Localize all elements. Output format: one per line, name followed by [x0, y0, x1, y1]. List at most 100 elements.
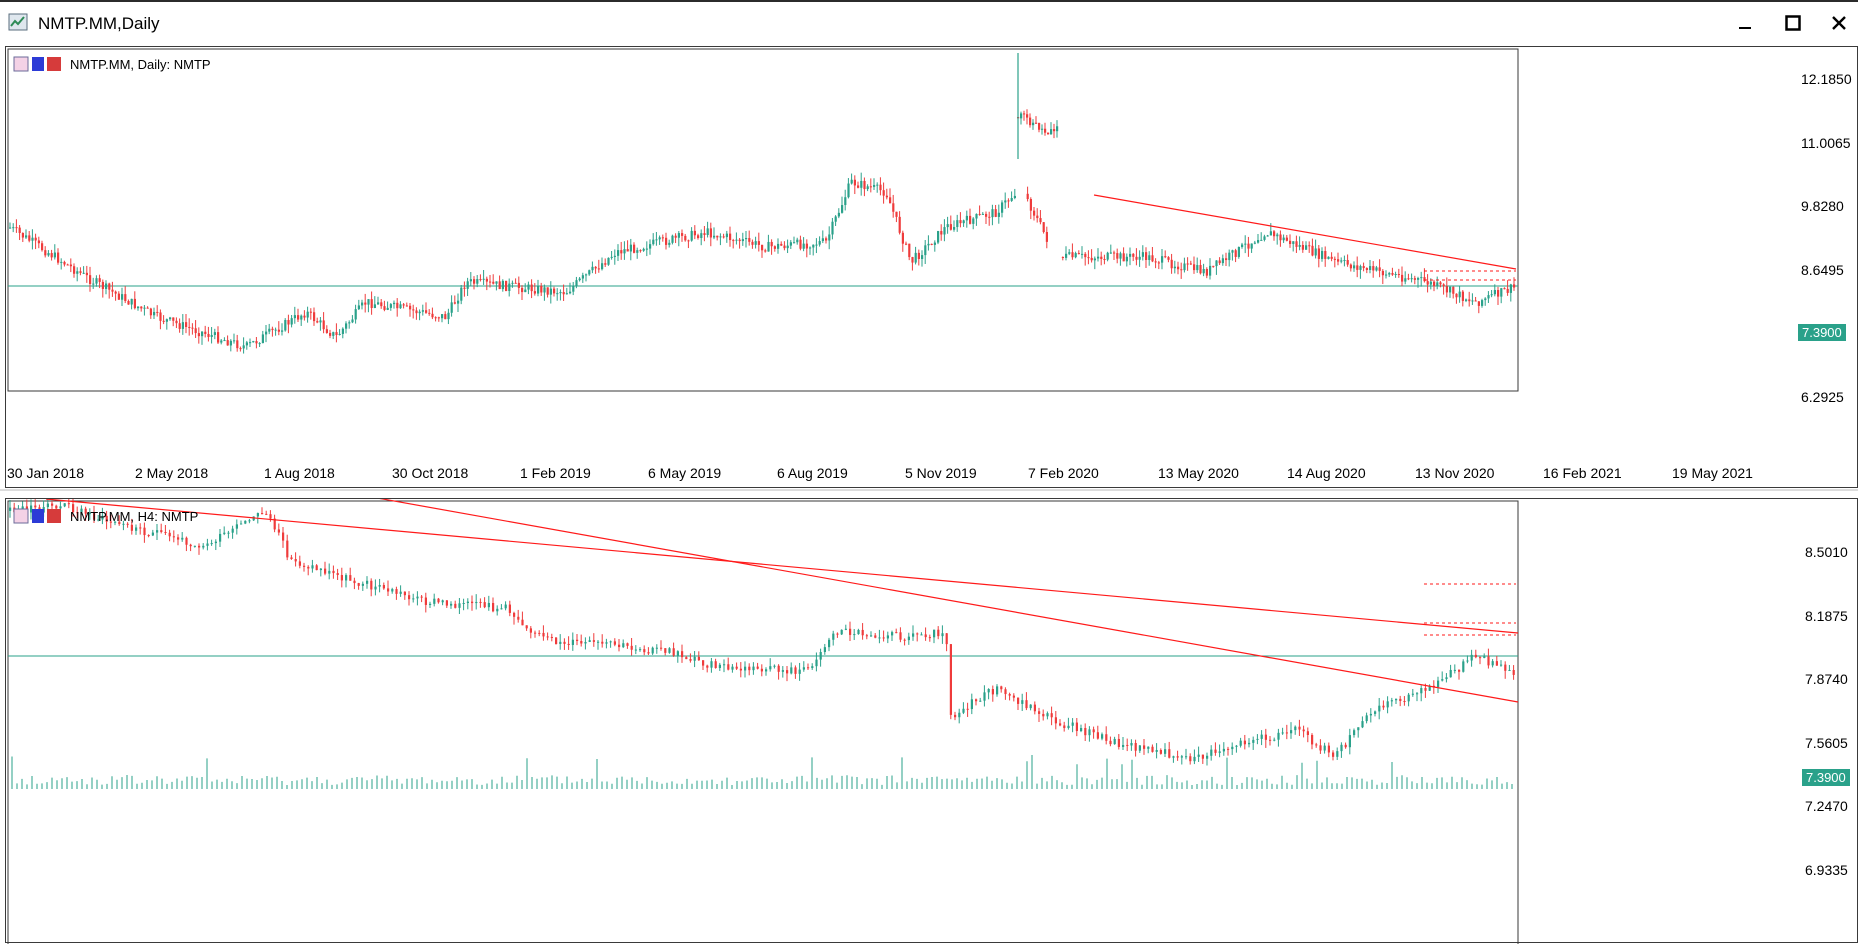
candle-body [1417, 278, 1420, 280]
candle-body [469, 279, 472, 282]
candle-body [1201, 754, 1204, 759]
candle-body [1319, 745, 1322, 751]
h4-chart-pane[interactable]: NMTP.MM, H4: NMTP 8.5010 8.1875 7.8740 7… [5, 498, 1858, 944]
candle-body [892, 203, 895, 212]
candle-body [1122, 744, 1125, 747]
candle-body [617, 250, 620, 256]
h4-price-level: 7.5605 [1805, 735, 1848, 751]
candle-body [338, 333, 341, 336]
candle-body [1256, 738, 1259, 740]
candle-body [175, 320, 178, 324]
candle-body [837, 212, 840, 217]
candle-body [1273, 739, 1276, 741]
pane-separator[interactable] [0, 489, 1858, 491]
h4-chart-canvas[interactable] [6, 499, 1858, 944]
candle-body [895, 211, 898, 217]
candle-body [1215, 260, 1218, 267]
candle-body [1365, 715, 1368, 722]
candle-body [744, 666, 747, 671]
close-button[interactable] [1822, 10, 1856, 36]
candle-body [393, 302, 396, 305]
candle-body [949, 224, 952, 230]
candle-body [219, 533, 222, 542]
candle-body [693, 230, 696, 236]
candle-body [1054, 717, 1057, 724]
candle-body [160, 530, 163, 532]
candle-body [983, 692, 986, 701]
candle-body [93, 513, 96, 520]
candle-body [898, 216, 901, 233]
candle-body [706, 228, 709, 235]
candle-body [652, 239, 655, 245]
candle-body [1020, 113, 1023, 119]
candle-body [1205, 268, 1208, 276]
candle-body [1314, 248, 1317, 256]
candle-body [172, 536, 175, 538]
candle-body [1333, 258, 1336, 260]
daily-chart-canvas[interactable] [6, 47, 1858, 489]
candle-body [60, 261, 63, 263]
candle-body [37, 240, 40, 244]
candle-body [239, 348, 242, 350]
candle-body [231, 528, 234, 533]
candle-body [282, 532, 285, 541]
daily-price-level: 12.1850 [1801, 71, 1852, 87]
candle-body [597, 641, 600, 643]
candle-body [105, 283, 108, 289]
h4-current-price-tag: 7.3900 [1802, 769, 1850, 786]
daily-price-level: 9.8280 [1801, 198, 1844, 214]
candle-body [1168, 749, 1171, 758]
candle-body [1452, 286, 1455, 294]
candle-body [1180, 269, 1183, 271]
candle-body [1458, 291, 1461, 298]
maximize-button[interactable] [1776, 10, 1810, 36]
candle-body [242, 345, 245, 349]
candle-body [1429, 281, 1432, 285]
candle-body [1227, 748, 1230, 750]
candle-body [1113, 252, 1116, 254]
candle-body [1282, 237, 1285, 241]
candle-body [869, 186, 872, 188]
candle-body [332, 332, 335, 336]
candle-body [271, 328, 274, 331]
candle-body [1327, 256, 1330, 259]
candle-body [781, 670, 784, 672]
candle-body [550, 636, 553, 638]
minimize-button[interactable] [1728, 10, 1762, 36]
candle-body [1327, 745, 1330, 753]
candle-body [79, 271, 82, 273]
candle-body [444, 314, 447, 320]
h4-price-level: 7.8740 [1805, 671, 1848, 687]
window-title: NMTP.MM,Daily [38, 14, 160, 33]
candle-body [329, 332, 332, 336]
candle-body [1032, 122, 1035, 126]
candle-body [256, 513, 259, 517]
candle-body [402, 304, 405, 306]
candle-body [428, 312, 431, 314]
candle-body [164, 531, 167, 533]
candle-body [1404, 278, 1407, 282]
candle-body [1071, 722, 1074, 726]
candle-body [492, 602, 495, 612]
candle-body [718, 664, 721, 669]
candle-body [1050, 713, 1053, 718]
candle-body [685, 657, 688, 660]
candle-body [377, 302, 380, 305]
candle-body [937, 231, 940, 243]
candle-body [1490, 294, 1493, 296]
candle-body [1426, 281, 1429, 285]
candle-body [681, 233, 684, 236]
candle-body [618, 644, 621, 648]
daily-current-price-tag: 7.3900 [1798, 324, 1846, 341]
candle-body [21, 506, 24, 511]
daily-chart-pane[interactable]: NMTP.MM, Daily: NMTP 12.1850 11.0065 9.8… [5, 46, 1858, 488]
candle-body [1263, 236, 1266, 240]
candle-body [953, 227, 956, 230]
candle-body [127, 301, 130, 305]
candle-body [794, 667, 797, 674]
candle-body [962, 708, 965, 713]
candle-body [1029, 704, 1032, 709]
candle-body [1374, 711, 1377, 714]
candle-body [1199, 265, 1202, 274]
candle-body [748, 237, 751, 242]
